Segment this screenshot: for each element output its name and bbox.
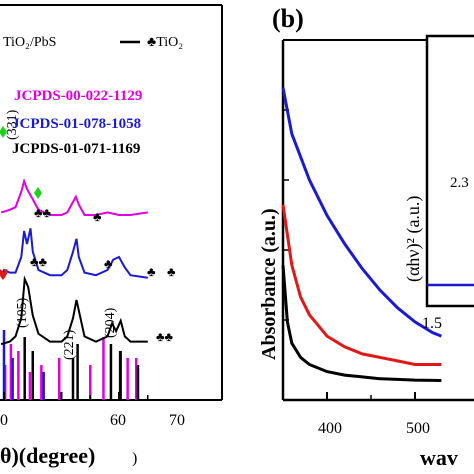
red-heart-marker [0, 269, 8, 280]
inset-xtick: 1.5 [422, 315, 442, 332]
peak-label-204: (204) [103, 307, 118, 338]
absorbance-series-line [281, 87, 442, 338]
club-marker: ♣ [147, 264, 156, 279]
xtick-label: 70 [169, 412, 185, 429]
xtick-label: 0 [0, 412, 8, 429]
panel-b-xlabel: wav [420, 445, 458, 470]
panel-a-xlabel: θ)(degree) [0, 443, 95, 468]
absorbance-series-line [281, 204, 442, 366]
xtick-label: 400 [318, 420, 342, 437]
xlabel-bracket: ) [132, 450, 137, 467]
xrd-series-line [0, 177, 148, 216]
xrd-curves [0, 177, 148, 346]
legend-tio2: ♣TiO₂ [147, 35, 183, 50]
panel-b-label: (b) [272, 4, 304, 33]
ref-label-magenta: JCPDS-00-022-1129 [14, 88, 142, 104]
ref-label-blue: JCPDS-01-078-1058 [12, 116, 141, 132]
green-diamond-marker [0, 126, 7, 138]
club-marker: ♣♣ [30, 254, 48, 269]
club-marker: ♣ [93, 209, 102, 224]
absorbance-series-line [281, 264, 442, 382]
tauc-inset: (αhν)² (a.u.) 1.5 2.3 [403, 34, 474, 332]
peak-label-331: (331) [5, 109, 20, 140]
inset-frame [425, 34, 474, 308]
green-diamond-marker [34, 187, 42, 199]
panel-a-ticks [3, 392, 149, 400]
xtick-label: 60 [110, 412, 126, 429]
panel-a: TiO₂/PbS ♣TiO₂ JCPDS-00-022-1129 JCPDS-0… [0, 4, 223, 468]
xtick-label: 500 [406, 420, 430, 437]
absorbance-curves [281, 87, 442, 382]
xrd-series-line [0, 275, 148, 346]
peak-label-221: (221) [62, 329, 77, 360]
club-marker: ♣ [167, 264, 176, 279]
club-marker: ♣♣ [34, 205, 52, 220]
panel-b-ylabel: Absorbance (a.u.) [258, 208, 280, 360]
panel-b-ticks [282, 109, 416, 400]
ref-label-black: JCPDS-01-071-1169 [12, 141, 140, 157]
legend-tio2-pbs: TiO₂/PbS [3, 35, 56, 50]
reference-lines [2, 330, 140, 400]
inset-ylabel: (αhν)² (a.u.) [403, 196, 424, 282]
xrd-series-line [0, 228, 148, 279]
club-marker: ♣♣ [156, 329, 174, 344]
club-marker: ♣ [104, 256, 113, 271]
panel-b: (b) Absorbance (a.u.) 400 500 wav (αhν)²… [258, 4, 474, 470]
inset-annotation: 2.3 [450, 175, 469, 191]
peak-label-105: (105) [15, 297, 30, 328]
